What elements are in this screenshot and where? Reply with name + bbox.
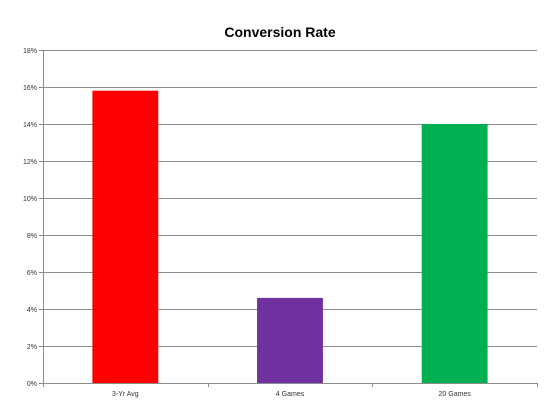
x-tick-label: 3-Yr Avg	[112, 391, 139, 398]
y-tick-label: 4%	[27, 307, 37, 314]
y-tick-label: 14%	[23, 122, 37, 129]
y-tick-label: 10%	[23, 196, 37, 203]
x-axis-ticks: 3-Yr Avg 4 Games 20 Games	[43, 383, 538, 398]
y-tick-label: 8%	[27, 233, 37, 240]
y-tick-label: 0%	[27, 381, 37, 388]
y-tick-label: 6%	[27, 270, 37, 277]
bars	[92, 90, 488, 383]
y-tick-label: 12%	[23, 159, 37, 166]
bar	[92, 90, 159, 383]
y-tick-label: 18%	[23, 48, 37, 55]
y-axis-ticks: 0% 2% 4% 6% 8% 10% 12% 14% 16% 18%	[23, 48, 43, 388]
bar	[421, 124, 488, 383]
chart-title: Conversion Rate	[224, 24, 335, 40]
y-tick-label: 2%	[27, 344, 37, 351]
x-tick-label: 4 Games	[276, 391, 305, 398]
y-tick-label: 16%	[23, 85, 37, 92]
x-tick-label: 20 Games	[439, 391, 472, 398]
bar	[257, 297, 323, 383]
